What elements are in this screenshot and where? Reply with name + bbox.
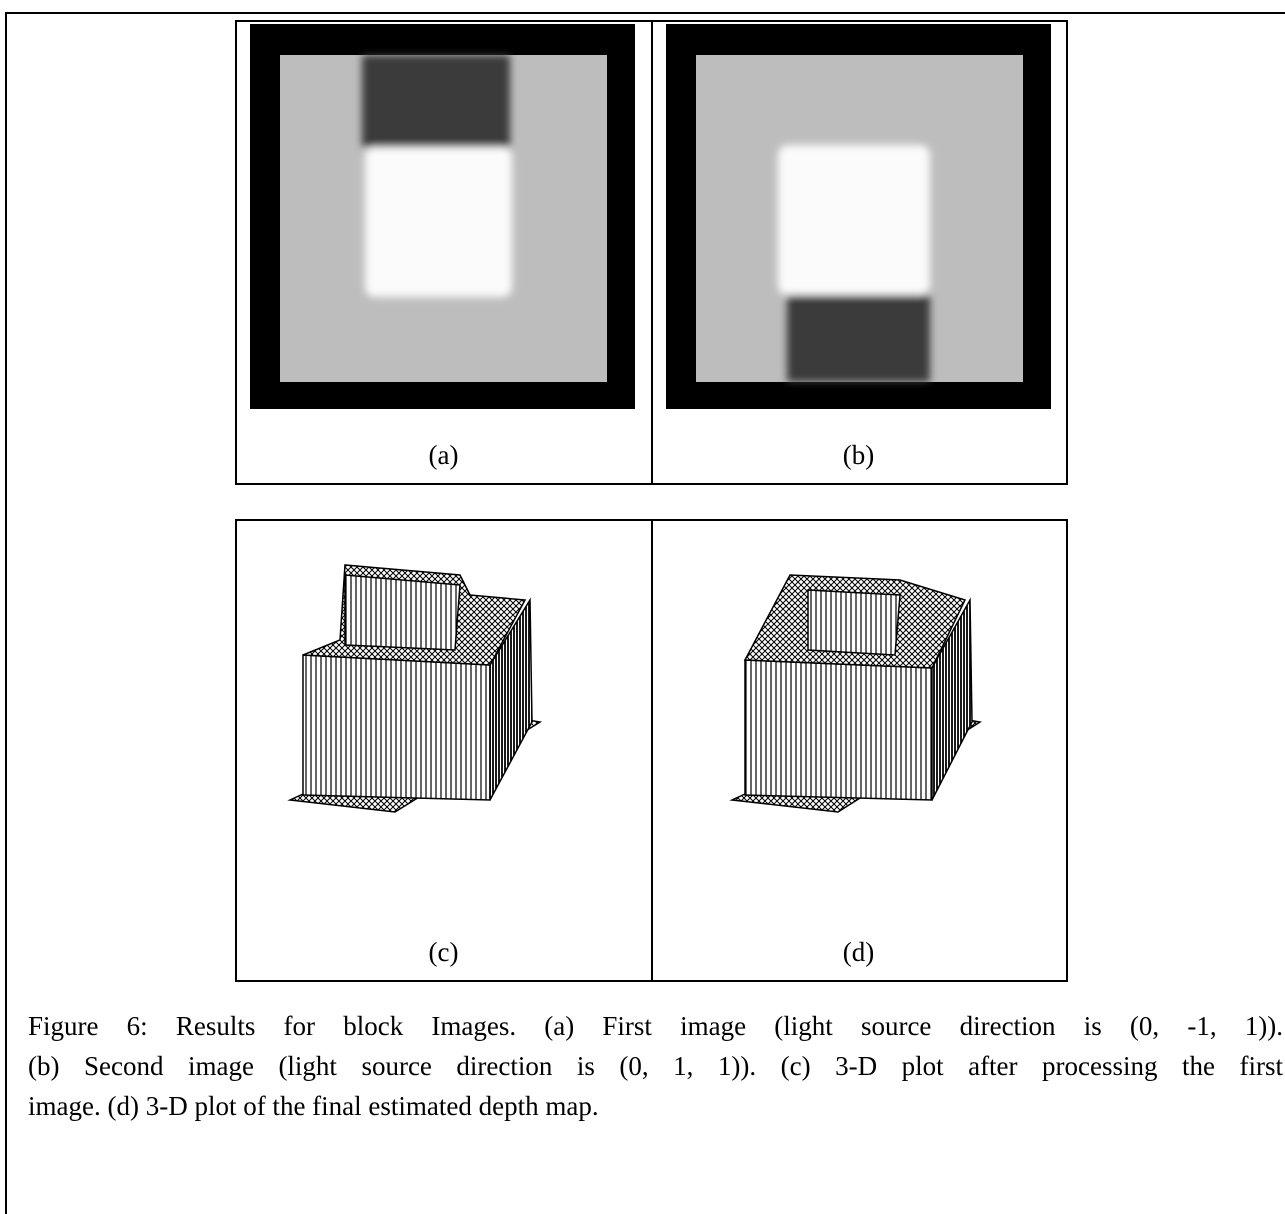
page: {"panels": [{"label": "(a)"}, {"label": … xyxy=(0,0,1285,1195)
caption-line: Figure 6: Results for block Images. (a) … xyxy=(28,1011,1283,1042)
panel-label: (a) xyxy=(236,440,651,471)
image-a xyxy=(250,24,635,409)
caption-line: (b) Second image (light source direction… xyxy=(28,1051,1283,1082)
plot-c xyxy=(290,565,540,812)
panel-label: (b) xyxy=(651,440,1066,471)
image-b xyxy=(666,24,1051,409)
panel-label: (c) xyxy=(236,937,651,968)
plot-d xyxy=(732,575,980,812)
panel-label: (d) xyxy=(651,937,1066,968)
caption-line: image. (d) 3-D plot of the final estimat… xyxy=(28,1091,1283,1122)
